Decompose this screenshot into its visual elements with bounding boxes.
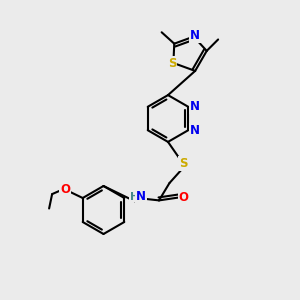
- Text: O: O: [60, 183, 70, 196]
- Text: H: H: [130, 191, 139, 202]
- Text: S: S: [179, 157, 187, 170]
- Text: N: N: [190, 100, 200, 113]
- Text: S: S: [168, 56, 176, 70]
- Text: N: N: [136, 190, 146, 203]
- Text: N: N: [190, 124, 200, 137]
- Text: O: O: [178, 191, 189, 204]
- Text: N: N: [190, 28, 200, 42]
